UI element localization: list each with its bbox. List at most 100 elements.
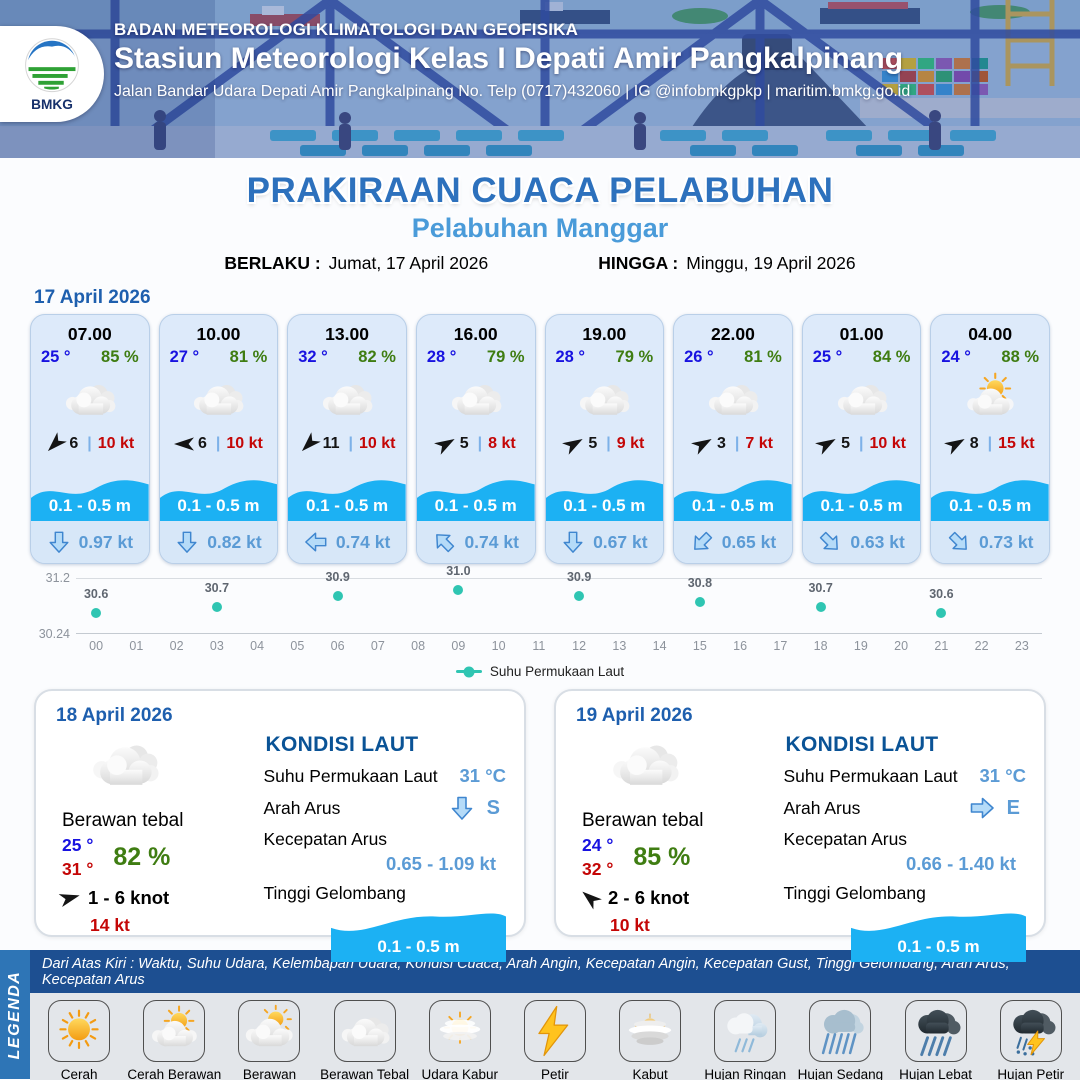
legend-item-label: Cerah <box>60 1067 98 1080</box>
wave-shape <box>288 480 406 521</box>
gust-speed: 10 kt <box>226 435 263 452</box>
sst-data-point <box>815 602 826 613</box>
legend-icon-box <box>143 1000 206 1062</box>
sst-data-point <box>574 590 585 601</box>
legend-marker-icon <box>455 669 482 674</box>
wave-height: 0.1 - 0.5 m <box>949 496 1032 515</box>
current-direction-icon <box>47 530 71 554</box>
wind-row: 5 | 10 kt <box>803 435 921 453</box>
sst-data-point <box>332 590 343 601</box>
current-speed: 0.67 kt <box>593 531 648 552</box>
forecast-time: 07.00 <box>67 324 112 344</box>
legend-item: Hujan Petir <box>985 1000 1077 1080</box>
legend-icon-box <box>619 1000 682 1062</box>
sst-data-point <box>211 602 222 613</box>
current-row: 0.63 kt <box>802 521 921 563</box>
current-speed: 0.73 kt <box>978 531 1034 552</box>
wind-speed: 8 <box>969 435 979 452</box>
wind-range: 2 - 6 knot <box>608 887 690 909</box>
sst-data-point <box>936 607 947 618</box>
sea-conditions-title: KONDISI LAUT <box>785 733 939 756</box>
wave-height: 0.1 - 0.5 m <box>897 937 980 956</box>
x-tick-label: 09 <box>451 639 466 653</box>
divider: | <box>348 435 354 452</box>
humidity: 85 % <box>633 843 691 872</box>
x-tick-label: 17 <box>773 639 788 653</box>
temp-humidity-row: 25 ° 85 % <box>31 345 149 367</box>
humidity: 88 % <box>1001 348 1039 366</box>
legend-icon-box <box>428 1000 491 1062</box>
wind-row: 5 | 8 kt <box>417 435 535 453</box>
x-tick-label: 13 <box>612 639 627 653</box>
udara-kabur-icon <box>433 1004 487 1058</box>
current-speed: 0.97 kt <box>78 531 134 552</box>
legend-item-label: Berawan Tebal <box>320 1067 410 1080</box>
current-speed-value: 0.65 - 1.09 kt <box>385 853 496 874</box>
wind-direction-icon <box>691 433 715 455</box>
legend-icon-box <box>809 1000 872 1062</box>
x-tick-label: 21 <box>934 639 949 653</box>
current-direction-icon <box>175 530 199 554</box>
forecast-card: 01.00 25 ° 84 % 5 | 10 kt 0.1 - 0.5 m 0.63 kt <box>801 314 922 564</box>
forecast-time: 01.00 <box>839 324 884 344</box>
legend-icon-box <box>238 1000 301 1062</box>
chart-legend-label: Suhu Permukaan Laut <box>489 664 625 679</box>
temp-max: 32 ° <box>582 858 614 879</box>
hujan-petir-icon <box>1004 1004 1058 1058</box>
forecast-time: 16.00 <box>453 324 498 344</box>
legend-item-label: Udara Kabur <box>421 1067 499 1080</box>
divider: | <box>215 435 221 452</box>
weather-icon <box>803 371 921 427</box>
air-temp: 25 ° <box>41 348 71 366</box>
legend-item: Berawan <box>223 1000 315 1080</box>
humidity: 84 % <box>872 348 911 366</box>
sst-value: 31 °C <box>979 765 1026 786</box>
hujan-ringan-icon <box>718 1004 772 1058</box>
header-banner: BMKG BADAN METEOROLOGI KLIMATOLOGI DAN G… <box>0 0 1080 158</box>
wind-row: 8 | 15 kt <box>931 435 1049 453</box>
forecast-date-label: 17 April 2026 <box>34 287 151 308</box>
current-row: 0.74 kt <box>416 521 535 563</box>
wave-shape <box>331 913 506 962</box>
legend-icon-box <box>523 1000 586 1062</box>
gust-speed: 14 kt <box>90 915 130 936</box>
current-direction-icon <box>427 525 461 559</box>
legend-item-label: Kabut <box>632 1067 668 1080</box>
wind-speed: 11 <box>322 435 340 452</box>
weather-icon <box>674 371 792 427</box>
divider: | <box>734 435 740 452</box>
current-row: 0.82 kt <box>159 521 278 563</box>
legend-item: Petir <box>509 1000 601 1080</box>
legend-item: Cerah <box>33 1000 125 1080</box>
legend-band-label: LEGENDA <box>6 970 23 1059</box>
x-tick-label: 18 <box>813 639 828 653</box>
x-tick-label: 12 <box>572 639 587 653</box>
gust-speed: 10 kt <box>610 915 650 936</box>
wind-direction-icon <box>562 433 586 455</box>
valid-to-label: HINGGA : <box>598 253 679 273</box>
wave-shape <box>802 480 921 521</box>
sst-data-label: 30.9 <box>325 569 350 584</box>
sst-data-label: 31.0 <box>446 564 471 579</box>
hujan-sedang-icon <box>813 1004 867 1058</box>
current-direction-value: E <box>1006 796 1020 819</box>
weather-condition: Berawan tebal <box>62 810 184 831</box>
temp-humidity-row: 28 ° 79 % <box>546 345 664 367</box>
current-direction-icon <box>449 795 475 821</box>
hujan-lebat-icon <box>909 1004 963 1058</box>
sst-data-label: 30.7 <box>204 581 230 596</box>
sst-data-point <box>453 585 464 596</box>
legend-items: Cerah Cerah Berawan Berawan Berawan Tebal Ud… <box>30 993 1080 1080</box>
legend-item: Kabut <box>604 1000 696 1080</box>
temp-humidity-row: 28 ° 79 % <box>417 345 535 367</box>
wind-row: 11 | 10 kt <box>288 435 406 453</box>
chart-legend: Suhu Permukaan Laut <box>24 664 1056 679</box>
legend-icon-box <box>333 1000 396 1062</box>
wave-height: 0.1 - 0.5 m <box>820 496 903 515</box>
gust-speed: 10 kt <box>359 435 396 452</box>
sea-conditions-title: KONDISI LAUT <box>265 733 419 756</box>
forecast-time: 22.00 <box>711 324 755 344</box>
weather-condition: Berawan tebal <box>582 810 704 831</box>
air-temp: 25 ° <box>812 348 843 366</box>
wave-height-band: 0.1 - 0.5 m <box>288 469 406 521</box>
